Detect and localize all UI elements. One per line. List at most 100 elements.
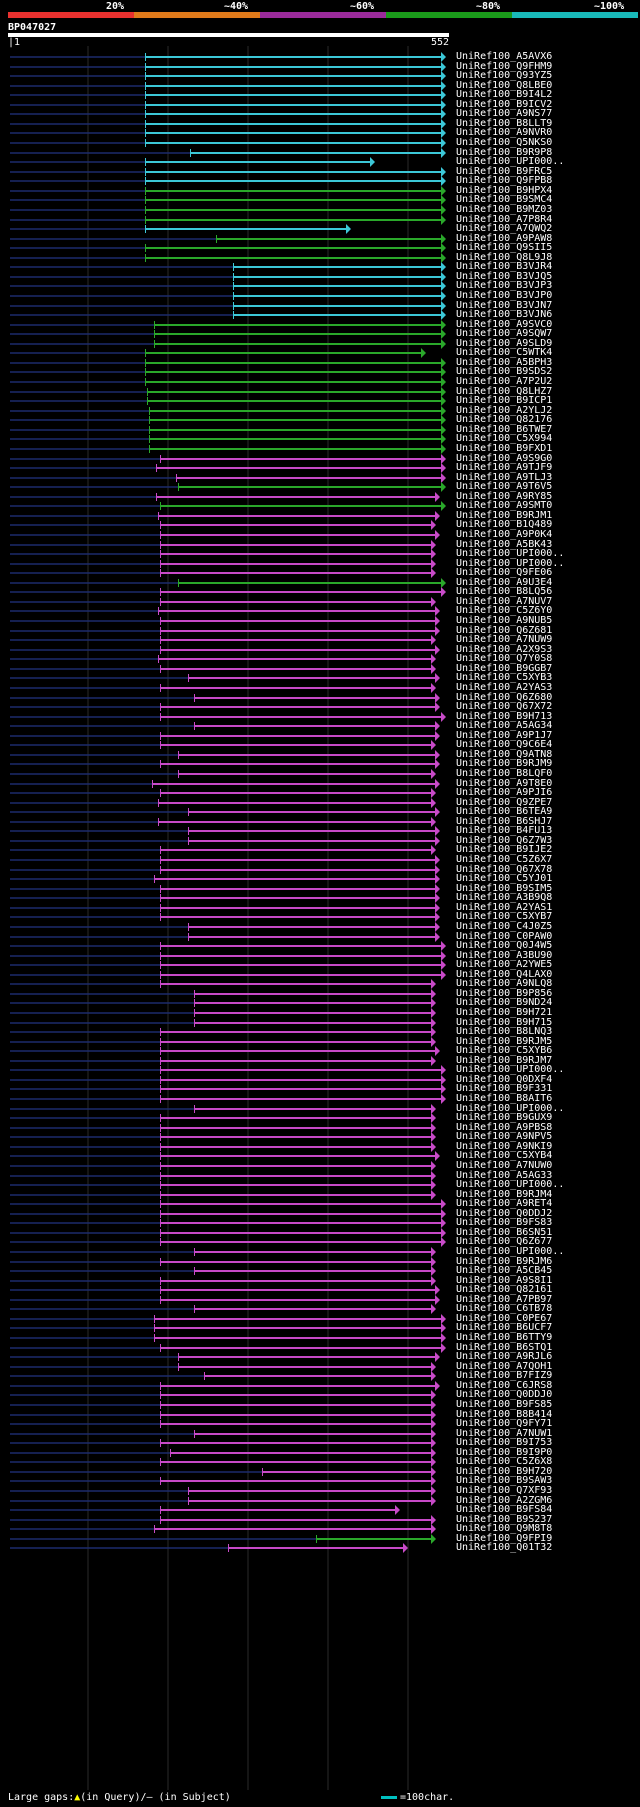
hit-row[interactable]: UniRef100_A3B9Q8 [0,892,640,904]
hit-row[interactable]: UniRef100_B9SDS2 [0,366,640,378]
hit-row[interactable]: UniRef100_B6UCF7 [0,1322,640,1334]
hit-row[interactable]: UniRef100_Q9FHM9 [0,60,640,72]
hit-label[interactable]: UniRef100_B9FS83 [456,1217,553,1229]
hit-label[interactable]: UniRef100_A9PJI6 [456,787,553,799]
hit-row[interactable]: UniRef100_A9PBS8 [0,1121,640,1133]
hit-label[interactable]: UniRef100_A9P0K4 [456,529,553,540]
hit-row[interactable]: UniRef100_A9NUB5 [0,615,640,627]
hit-row[interactable]: UniRef100_UPI000.. [0,548,640,560]
hit-label[interactable]: UniRef100_Q6Z7W3 [456,834,553,846]
hit-row[interactable]: UniRef100_UPI000.. [0,557,640,569]
hit-row[interactable]: UniRef100_B9RJM9 [0,758,640,770]
hit-label[interactable]: UniRef100_A9TJF9 [456,462,553,474]
hit-row[interactable]: UniRef100_C6TB78 [0,1303,640,1315]
hit-row[interactable]: UniRef100_A9RET4 [0,1198,640,1210]
hit-label[interactable]: UniRef100_Q4LAX0 [456,968,553,980]
hit-row[interactable]: UniRef100_Q6Z680 [0,692,640,703]
hit-row[interactable]: UniRef100_A9T8E0 [0,778,640,789]
hit-label[interactable]: UniRef100_B9SMC4 [456,194,553,206]
hit-row[interactable]: UniRef100_A3BU90 [0,950,640,961]
hit-row[interactable]: UniRef100_B9R9P8 [0,146,640,158]
hit-label[interactable]: UniRef100_B9RJM7 [456,1054,553,1066]
hit-label[interactable]: UniRef100_B1Q489 [456,519,553,531]
hit-label[interactable]: UniRef100_Q7Y0S8 [456,653,553,665]
hit-row[interactable]: UniRef100_C5Z6X7 [0,854,640,866]
hit-row[interactable]: UniRef100_A2ZGM6 [0,1495,640,1506]
hit-label[interactable]: UniRef100_B9H721 [456,1007,553,1018]
hit-label[interactable]: UniRef100_Q8LHZ7 [456,385,553,397]
hit-label[interactable]: UniRef100_Q9ATN8 [456,748,553,760]
hit-row[interactable]: UniRef100_B8LNQ3 [0,1026,640,1038]
hit-label[interactable]: UniRef100_B9I753 [456,1437,553,1449]
hit-label[interactable]: UniRef100_Q6Z681 [456,624,553,636]
hit-label[interactable]: UniRef100_C6JRS8 [456,1379,553,1391]
hit-label[interactable]: UniRef100_A2YAS1 [456,901,553,913]
hit-row[interactable]: UniRef100_B9MZ03 [0,204,640,215]
hit-label[interactable]: UniRef100_B4FU13 [456,825,553,837]
hit-label[interactable]: UniRef100_A9NLQ8 [456,978,553,990]
hit-label[interactable]: UniRef100_A9PBS8 [456,1121,553,1133]
hit-row[interactable]: UniRef100_A9SVC0 [0,319,640,330]
hit-row[interactable]: UniRef100_A5AG34 [0,720,640,732]
hit-row[interactable]: UniRef100_C6JRS8 [0,1379,640,1391]
hit-row[interactable]: UniRef100_C5XYB3 [0,672,640,684]
hit-row[interactable]: UniRef100_A5BK43 [0,538,640,550]
hit-label[interactable]: UniRef100_B9SDS2 [456,366,553,378]
hit-row[interactable]: UniRef100_B8LQ56 [0,586,640,598]
hit-row[interactable]: UniRef100_Q01T32 [0,1542,640,1554]
hit-label[interactable]: UniRef100_A2YAS3 [456,681,553,693]
hit-row[interactable]: UniRef100_A9TJF9 [0,462,640,474]
hit-row[interactable]: UniRef100_Q9ZPE7 [0,797,640,808]
hit-label[interactable]: UniRef100_A5CB45 [456,1265,553,1277]
hit-row[interactable]: UniRef100_B3VJQ5 [0,271,640,282]
hit-row[interactable]: UniRef100_B9RJM5 [0,1036,640,1047]
hit-label[interactable]: UniRef100_Q9FE06 [456,567,553,579]
hit-label[interactable]: UniRef100_A9NVR0 [456,127,553,139]
hit-row[interactable]: UniRef100_A7P2U2 [0,376,640,388]
hit-row[interactable]: UniRef100_Q9FPI9 [0,1532,640,1544]
hit-row[interactable]: UniRef100_B8AIT6 [0,1093,640,1105]
hit-row[interactable]: UniRef100_B9P856 [0,988,640,999]
hit-label[interactable]: UniRef100_B9RJM9 [456,758,553,770]
hit-label[interactable]: UniRef100_A7NUW9 [456,634,553,646]
hit-row[interactable]: UniRef100_B9SMC4 [0,194,640,206]
hit-label[interactable]: UniRef100_A7P2U2 [456,376,553,388]
hit-row[interactable]: UniRef100_A5BPH3 [0,357,640,368]
hit-row[interactable]: UniRef100_C5Z6Y0 [0,605,640,617]
hit-row[interactable]: UniRef100_B9H715 [0,1017,640,1028]
hit-row[interactable]: UniRef100_B9SAW3 [0,1475,640,1487]
hit-row[interactable]: UniRef100_A9NLQ8 [0,978,640,990]
hit-row[interactable]: UniRef100_UPI000.. [0,1246,640,1257]
hit-label[interactable]: UniRef100_B6TTY9 [456,1332,553,1344]
hit-label[interactable]: UniRef100_C4J0Z5 [456,920,553,932]
hit-row[interactable]: UniRef100_Q9FY71 [0,1418,640,1430]
hit-row[interactable]: UniRef100_A9T6V5 [0,481,640,493]
hit-label[interactable]: UniRef100_UPI000.. [456,557,565,569]
hit-row[interactable]: UniRef100_B9FS83 [0,1217,640,1229]
hit-row[interactable]: UniRef100_B6STQ1 [0,1341,640,1353]
hit-label[interactable]: UniRef100_Q0DXF4 [456,1073,553,1085]
hit-row[interactable]: UniRef100_Q4LAX0 [0,968,640,980]
hit-label[interactable]: UniRef100_Q82161 [456,1284,553,1296]
hit-label[interactable]: UniRef100_Q9FHM9 [456,60,553,72]
hit-label[interactable]: UniRef100_B9R9P8 [456,146,553,158]
hit-row[interactable]: UniRef100_C4J0Z5 [0,920,640,932]
hit-label[interactable]: UniRef100_A5BK43 [456,538,553,550]
hit-label[interactable]: UniRef100_A9RY85 [456,490,553,502]
hit-label[interactable]: UniRef100_C5XYB6 [456,1045,553,1057]
hit-label[interactable]: UniRef100_Q9FPB8 [456,175,553,187]
hit-row[interactable]: UniRef100_B9I4L2 [0,89,640,101]
hit-label[interactable]: UniRef100_B9FS85 [456,1398,553,1410]
hit-label[interactable]: UniRef100_Q9FY71 [456,1418,553,1430]
hit-row[interactable]: UniRef100_B8LLT9 [0,118,640,129]
hit-row[interactable]: UniRef100_Q67X78 [0,864,640,875]
hit-label[interactable]: UniRef100_B9GUX9 [456,1112,553,1124]
hit-label[interactable]: UniRef100_Q9FPI9 [456,1532,553,1544]
hit-row[interactable]: UniRef100_B9FS85 [0,1398,640,1410]
hit-label[interactable]: UniRef100_A5AG33 [456,1169,553,1181]
hit-label[interactable]: UniRef100_B6STQ1 [456,1341,553,1353]
hit-label[interactable]: UniRef100_B9ND24 [456,997,553,1009]
hit-row[interactable]: UniRef100_A9RY85 [0,490,640,502]
hit-label[interactable]: UniRef100_B9IJE2 [456,844,553,856]
hit-label[interactable]: UniRef100_Q01T32 [456,1542,553,1554]
